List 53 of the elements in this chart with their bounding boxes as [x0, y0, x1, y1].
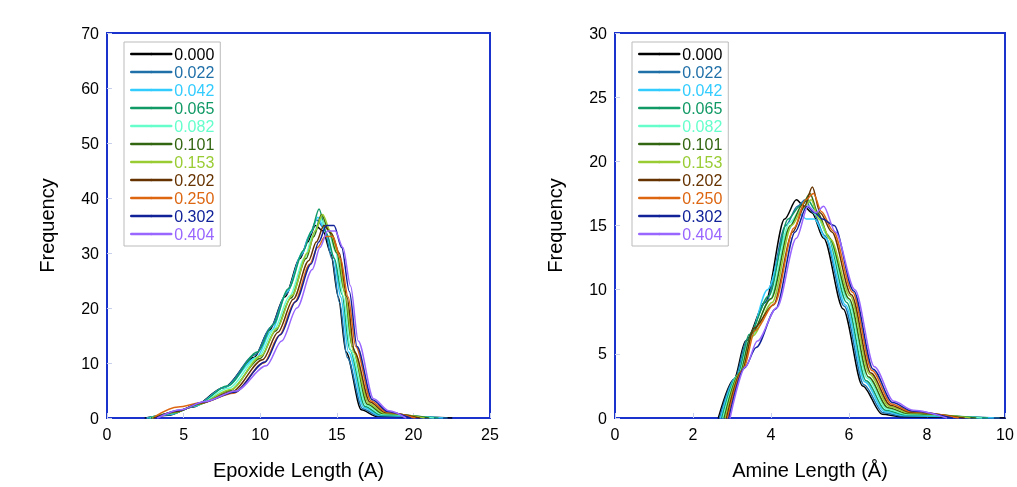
- legend-label: 0.202: [682, 171, 723, 189]
- x-tick-label: 2: [688, 425, 698, 443]
- x-tick-label: 25: [481, 425, 499, 443]
- x-tick-label: 0: [610, 425, 620, 443]
- legend-label: 0.042: [682, 81, 723, 99]
- x-axis-title: Amine Length (Å): [732, 459, 888, 481]
- y-tick-label: 30: [81, 244, 100, 262]
- y-tick-label: 20: [589, 152, 608, 170]
- legend-label: 0.000: [174, 45, 215, 63]
- y-tick-label: 60: [81, 79, 100, 97]
- x-tick-label: 20: [404, 425, 423, 443]
- legend-label: 0.000: [682, 45, 723, 63]
- legend-label: 0.022: [682, 63, 723, 81]
- legend-label: 0.082: [682, 117, 723, 135]
- y-tick-label: 25: [589, 88, 608, 106]
- x-tick-label: 10: [251, 425, 270, 443]
- y-tick-label: 0: [90, 409, 100, 427]
- y-axis-title: Frequency: [36, 178, 58, 273]
- x-tick-label: 4: [766, 425, 776, 443]
- x-tick-label: 6: [844, 425, 854, 443]
- legend-label: 0.042: [174, 81, 215, 99]
- legend-label: 0.153: [682, 153, 723, 171]
- y-tick-label: 10: [81, 354, 100, 372]
- legend-label: 0.022: [174, 63, 215, 81]
- x-tick-label: 10: [996, 425, 1014, 443]
- legend-label: 0.065: [682, 99, 723, 117]
- y-tick-label: 30: [589, 24, 608, 42]
- y-tick-label: 5: [598, 345, 608, 363]
- legend-label: 0.153: [174, 153, 215, 171]
- legend-label: 0.302: [682, 207, 723, 225]
- x-tick-label: 8: [922, 425, 932, 443]
- legend-label: 0.082: [174, 117, 215, 135]
- legend-label: 0.065: [174, 99, 215, 117]
- x-tick-label: 15: [327, 425, 346, 443]
- y-axis-title: Frequency: [544, 178, 566, 273]
- legend-label: 0.101: [174, 135, 215, 153]
- y-tick-label: 70: [81, 24, 100, 42]
- legend-label: 0.250: [174, 189, 215, 207]
- legend-label: 0.404: [682, 225, 723, 243]
- legend-label: 0.202: [174, 171, 215, 189]
- x-axis-title: Epoxide Length (A): [212, 459, 385, 481]
- legend-label: 0.302: [174, 207, 215, 225]
- y-tick-label: 50: [81, 134, 100, 152]
- x-tick-label: 0: [102, 425, 112, 443]
- legend-label: 0.101: [682, 135, 723, 153]
- y-tick-label: 15: [589, 217, 608, 234]
- y-tick-label: 40: [81, 189, 100, 207]
- x-tick-label: 5: [179, 425, 189, 443]
- y-tick-label: 20: [81, 299, 100, 317]
- y-tick-label: 0: [598, 409, 608, 427]
- legend-label: 0.250: [682, 189, 723, 207]
- y-tick-label: 10: [589, 281, 608, 299]
- legend-label: 0.404: [174, 225, 215, 243]
